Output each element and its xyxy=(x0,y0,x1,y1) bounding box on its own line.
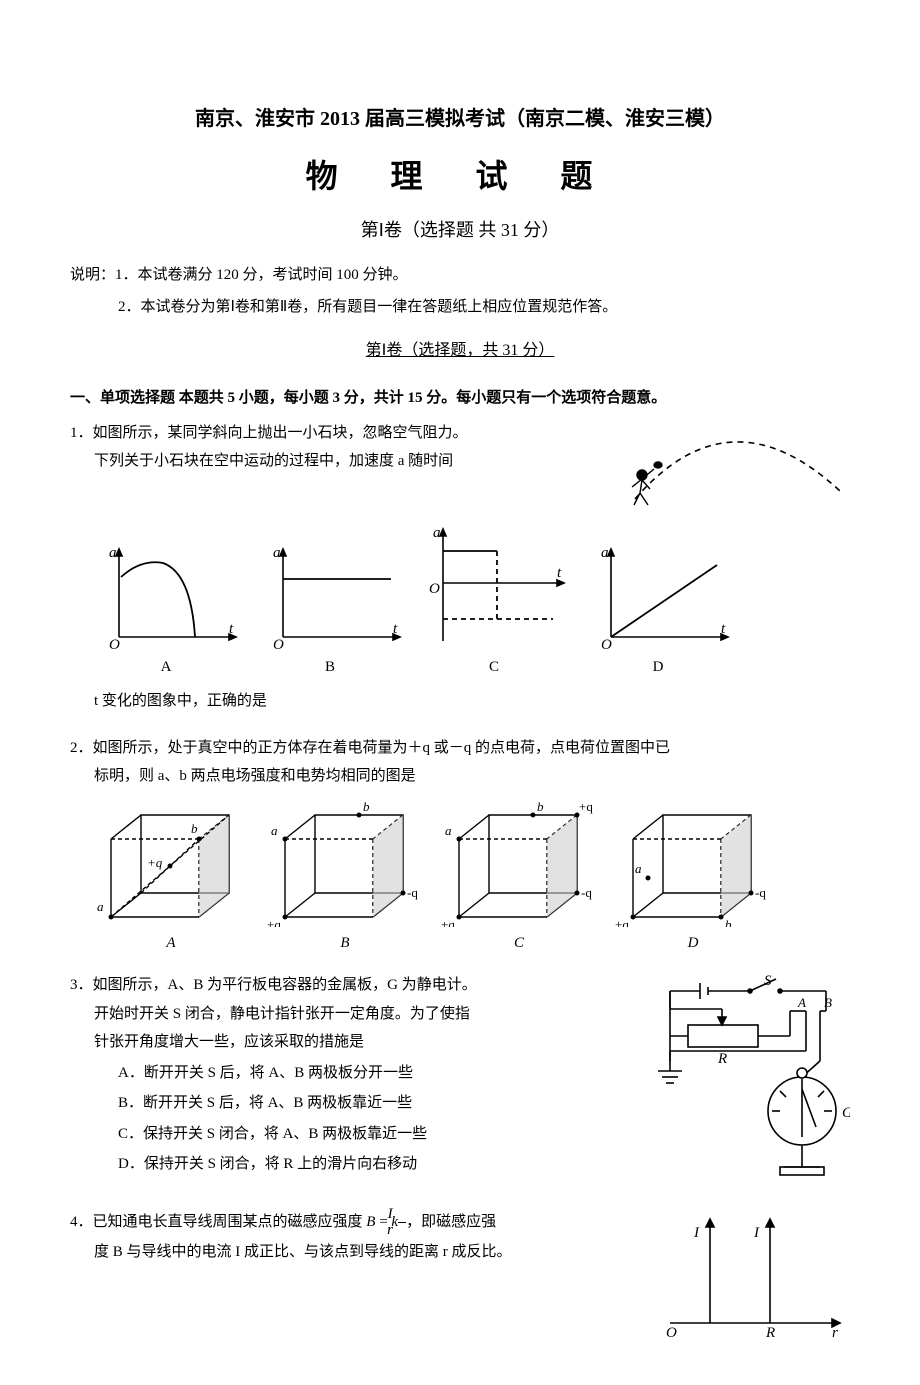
q2-a-caption: A xyxy=(91,929,251,958)
q1-a-ylabel: a xyxy=(109,545,117,561)
q1-option-d: a t O D xyxy=(583,541,733,682)
q4-label-o: O xyxy=(666,1325,677,1337)
q1-option-b: a t O B xyxy=(255,541,405,682)
q4-label-r: r xyxy=(832,1325,838,1337)
q1-c-caption: C xyxy=(419,653,569,682)
q1-a-caption: A xyxy=(91,653,241,682)
q1-d-xlabel: t xyxy=(721,621,726,637)
q2-c-a: a xyxy=(445,823,452,838)
q1-c-ylabel: a xyxy=(433,525,441,541)
q4-number: 4． xyxy=(70,1214,93,1230)
q2-d-caption: D xyxy=(613,929,773,958)
q2-d-a: a xyxy=(635,861,642,876)
q1-option-a: a t O A xyxy=(91,541,241,682)
q1-a-xlabel: t xyxy=(229,621,234,637)
q1-b-origin: O xyxy=(273,637,284,651)
q2-c-pq2: +q xyxy=(441,917,455,927)
q1-d-caption: D xyxy=(583,653,733,682)
q2-option-c: +q +q -q a b C xyxy=(439,797,599,958)
q3-line1: 如图所示，A、B 为平行板电容器的金属板，G 为静电计。 xyxy=(93,977,477,993)
q2-line2: 标明，则 a、b 两点电场强度和电势均相同的图是 xyxy=(70,762,850,791)
q1-options-row: a t O A a t O B xyxy=(91,521,850,682)
q4-eq-frac: Ir xyxy=(398,1207,406,1238)
q2-a-a: a xyxy=(97,899,104,914)
q1-d-origin: O xyxy=(601,637,612,651)
exam-title-line2: 物 理 试 题 xyxy=(70,146,850,207)
q3-label-g: G xyxy=(842,1105,850,1121)
exam-title-line1: 南京、淮安市 2013 届高三模拟考试（南京二模、淮安三模） xyxy=(70,100,850,138)
q2-b-pq: +q xyxy=(267,917,281,927)
q4-line1a: 已知通电长直导线周围某点的磁感应强度 xyxy=(93,1214,367,1230)
q3-label-r: R xyxy=(717,1051,727,1067)
question-4: I I O R r 4．已知通电长直导线周围某点的磁感应强度 B = kIr，即… xyxy=(70,1207,850,1343)
q2-a-b: b xyxy=(191,821,198,836)
q4-label-i1: I xyxy=(693,1225,700,1241)
q2-b-caption: B xyxy=(265,929,425,958)
q2-d-nq: -q xyxy=(755,885,766,900)
q1-d-ylabel: a xyxy=(601,545,609,561)
q2-c-b: b xyxy=(537,799,544,814)
q2-c-caption: C xyxy=(439,929,599,958)
q2-option-a: +q a b A xyxy=(91,797,251,958)
exam-title-line3: 第Ⅰ卷（选择题 共 31 分） xyxy=(70,213,850,247)
q1-number: 1． xyxy=(70,425,93,441)
q2-a-pq: +q xyxy=(147,855,163,870)
q1-b-caption: B xyxy=(255,653,405,682)
q2-d-pq: +q xyxy=(615,917,629,927)
section-heading: 第Ⅰ卷（选择题，共 31 分） xyxy=(70,336,850,366)
question-1: 1．如图所示，某同学斜向上抛出一小石块，忽略空气阻力。 下列关于小石块在空中运动… xyxy=(70,419,850,716)
q1-c-xlabel: t xyxy=(557,565,562,581)
q3-label-a: A xyxy=(797,995,806,1010)
question-3: S A B R G 3．如图所示，A、B 为平行板电容器的金属板，G 为静电计。… xyxy=(70,971,850,1197)
instruction-1: 说明：1．本试卷满分 120 分，考试时间 100 分钟。 xyxy=(70,261,850,290)
q1-option-c: a t O C xyxy=(419,521,569,682)
q3-label-b: B xyxy=(824,995,832,1010)
part-a-heading: 一、单项选择题 本题共 5 小题，每小题 3 分，共计 15 分。每小题只有一个… xyxy=(70,384,850,413)
q1-line1: 如图所示，某同学斜向上抛出一小石块，忽略空气阻力。 xyxy=(93,425,468,441)
q2-c-nq: -q xyxy=(581,885,592,900)
q2-b-nq: -q xyxy=(407,885,418,900)
q1-a-origin: O xyxy=(109,637,120,651)
q3-number: 3． xyxy=(70,977,93,993)
q2-b-b: b xyxy=(363,799,370,814)
q4-eq-i: I xyxy=(398,1207,406,1223)
q2-option-b: +q -q a b B xyxy=(265,797,425,958)
q4-label-bigr: R xyxy=(765,1325,775,1337)
q2-b-a: a xyxy=(271,823,278,838)
q1-b-xlabel: t xyxy=(393,621,398,637)
q4-eq-r: r xyxy=(398,1223,406,1238)
q2-number: 2． xyxy=(70,740,93,756)
q1-c-origin: O xyxy=(429,581,440,597)
q1-b-ylabel: a xyxy=(273,545,281,561)
q1-throw-figure xyxy=(620,419,850,509)
q1-tail: t 变化的图象中，正确的是 xyxy=(70,687,850,716)
question-2: 2．如图所示，处于真空中的正方体存在着电荷量为＋q 或－q 的点电荷，点电荷位置… xyxy=(70,734,850,958)
q2-c-pq1: +q xyxy=(579,799,593,814)
q2-d-b: b xyxy=(725,917,732,927)
q4-label-i2: I xyxy=(753,1225,760,1241)
q2-options-row: +q a b A xyxy=(91,797,850,958)
q2-option-d: +q -q a b D xyxy=(613,797,773,958)
q4-line1b: ，即磁感应强 xyxy=(406,1214,496,1230)
instruction-2: 2．本试卷分为第Ⅰ卷和第Ⅱ卷，所有题目一律在答题纸上相应位置规范作答。 xyxy=(118,293,850,322)
q2-line1: 如图所示，处于真空中的正方体存在着电荷量为＋q 或－q 的点电荷，点电荷位置图中… xyxy=(93,740,671,756)
q3-label-s: S xyxy=(764,973,772,989)
q4-wires-figure: I I O R r xyxy=(650,1207,850,1337)
q3-circuit-figure: S A B R G xyxy=(630,971,850,1191)
